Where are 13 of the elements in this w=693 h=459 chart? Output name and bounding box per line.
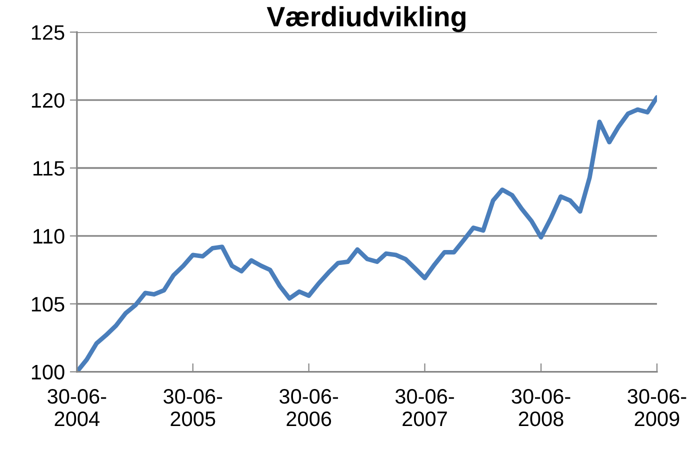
- y-tick-label: 120: [32, 93, 64, 108]
- y-tick-label: 100: [32, 364, 64, 380]
- x-tick-label: 30-06- 2008: [512, 389, 570, 426]
- x-tick-label: 30-06- 2007: [395, 389, 454, 426]
- y-tick-label: 105: [32, 296, 64, 312]
- y-tick-label: 110: [33, 228, 64, 244]
- x-tick-label: 30-06- 2006: [280, 389, 338, 426]
- y-tick-label: 115: [33, 161, 64, 176]
- x-tick-label: 30-06- 2009: [628, 389, 686, 426]
- chart-title: Værdiudvikling: [266, 6, 466, 32]
- y-tick-label: 125: [32, 25, 64, 40]
- x-tick-label: 30-06- 2005: [164, 389, 222, 426]
- x-tick-label: 30-06- 2004: [48, 389, 106, 426]
